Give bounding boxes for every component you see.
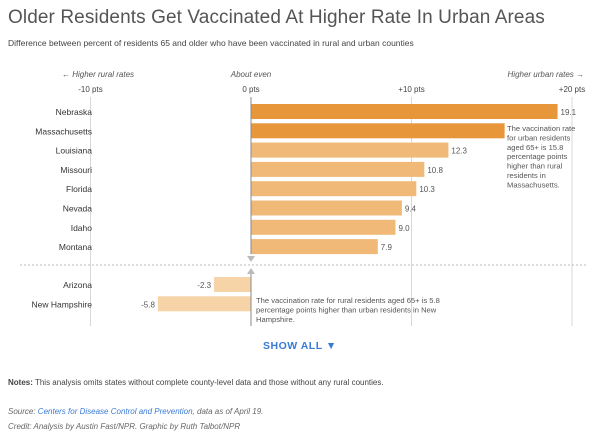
state-label: Missouri [60, 165, 92, 175]
value-label: -5.8 [141, 300, 155, 309]
source-link[interactable]: Centers for Disease Control and Preventi… [37, 407, 193, 416]
state-label: Massachusetts [35, 126, 92, 136]
annotation-new-hampshire: Hampshire. [256, 315, 295, 324]
notes: Notes: This analysis omits states withou… [8, 378, 384, 387]
notes-text: This analysis omits states without compl… [32, 378, 384, 387]
annotation-massachusetts: for urban residents [507, 133, 571, 142]
value-label: 7.9 [381, 243, 393, 252]
tick-label: 0 pts [242, 85, 259, 94]
notes-label: Notes: [8, 378, 33, 387]
bar [251, 219, 396, 235]
bar [251, 123, 505, 139]
axis-label-center: About even [230, 70, 272, 79]
state-label: Nebraska [56, 107, 93, 117]
source-label: Source: [8, 407, 38, 416]
value-label: 9.4 [405, 205, 417, 214]
value-label: -2.3 [197, 281, 211, 290]
source: Source: Centers for Disease Control and … [8, 407, 263, 416]
value-label: 12.3 [451, 147, 467, 156]
axis-label-right: Higher urban rates → [508, 70, 584, 79]
bar [251, 181, 417, 197]
axis-label-left: ← Higher rural rates [62, 70, 134, 79]
bar [251, 239, 378, 255]
value-label: 10.3 [419, 185, 435, 194]
tick-label: -10 pts [78, 85, 102, 94]
show-all-button[interactable]: SHOW ALL ▼ [263, 340, 337, 352]
zero-marker-icon [247, 256, 255, 262]
chart-title: Older Residents Get Vaccinated At Higher… [8, 7, 545, 28]
annotation-massachusetts: aged 65+ is 15.8 [507, 143, 563, 152]
value-label: 19.1 [561, 108, 577, 117]
state-label: Nevada [63, 204, 93, 214]
annotation-new-hampshire: The vaccination rate for rural residents… [256, 296, 440, 305]
annotation-massachusetts: residents in [507, 171, 546, 180]
annotation-massachusetts: Massachusetts. [507, 180, 560, 189]
state-label: Montana [59, 242, 92, 252]
source-text: , data as of April 19. [192, 407, 264, 416]
bar [157, 296, 251, 312]
state-label: Arizona [63, 280, 92, 290]
bar-chart: ← Higher rural rates About even Higher urb… [20, 70, 586, 326]
state-label: Florida [66, 184, 92, 194]
bar [251, 142, 449, 158]
annotation-new-hampshire: percentage points higher than urban resi… [256, 305, 437, 314]
bar [251, 104, 558, 119]
tick-label: +10 pts [398, 85, 424, 94]
value-label: 9.0 [398, 224, 410, 233]
tick-label: +20 pts [559, 85, 585, 94]
chart-subtitle: Difference between percent of residents … [8, 38, 414, 48]
credit: Credit: Analysis by Austin Fast/NPR. Gra… [8, 422, 241, 431]
state-label: New Hampshire [32, 299, 93, 309]
value-label: 10.8 [427, 166, 443, 175]
state-label: Louisiana [56, 146, 93, 156]
state-label: Idaho [71, 223, 93, 233]
bar [251, 161, 425, 177]
bar [214, 277, 251, 292]
annotation-massachusetts: higher than rural [507, 162, 563, 171]
annotation-massachusetts: percentage points [507, 152, 568, 161]
zero-marker-icon [247, 268, 255, 274]
annotation-massachusetts: The vaccination rate [507, 124, 575, 133]
bar [251, 200, 402, 216]
